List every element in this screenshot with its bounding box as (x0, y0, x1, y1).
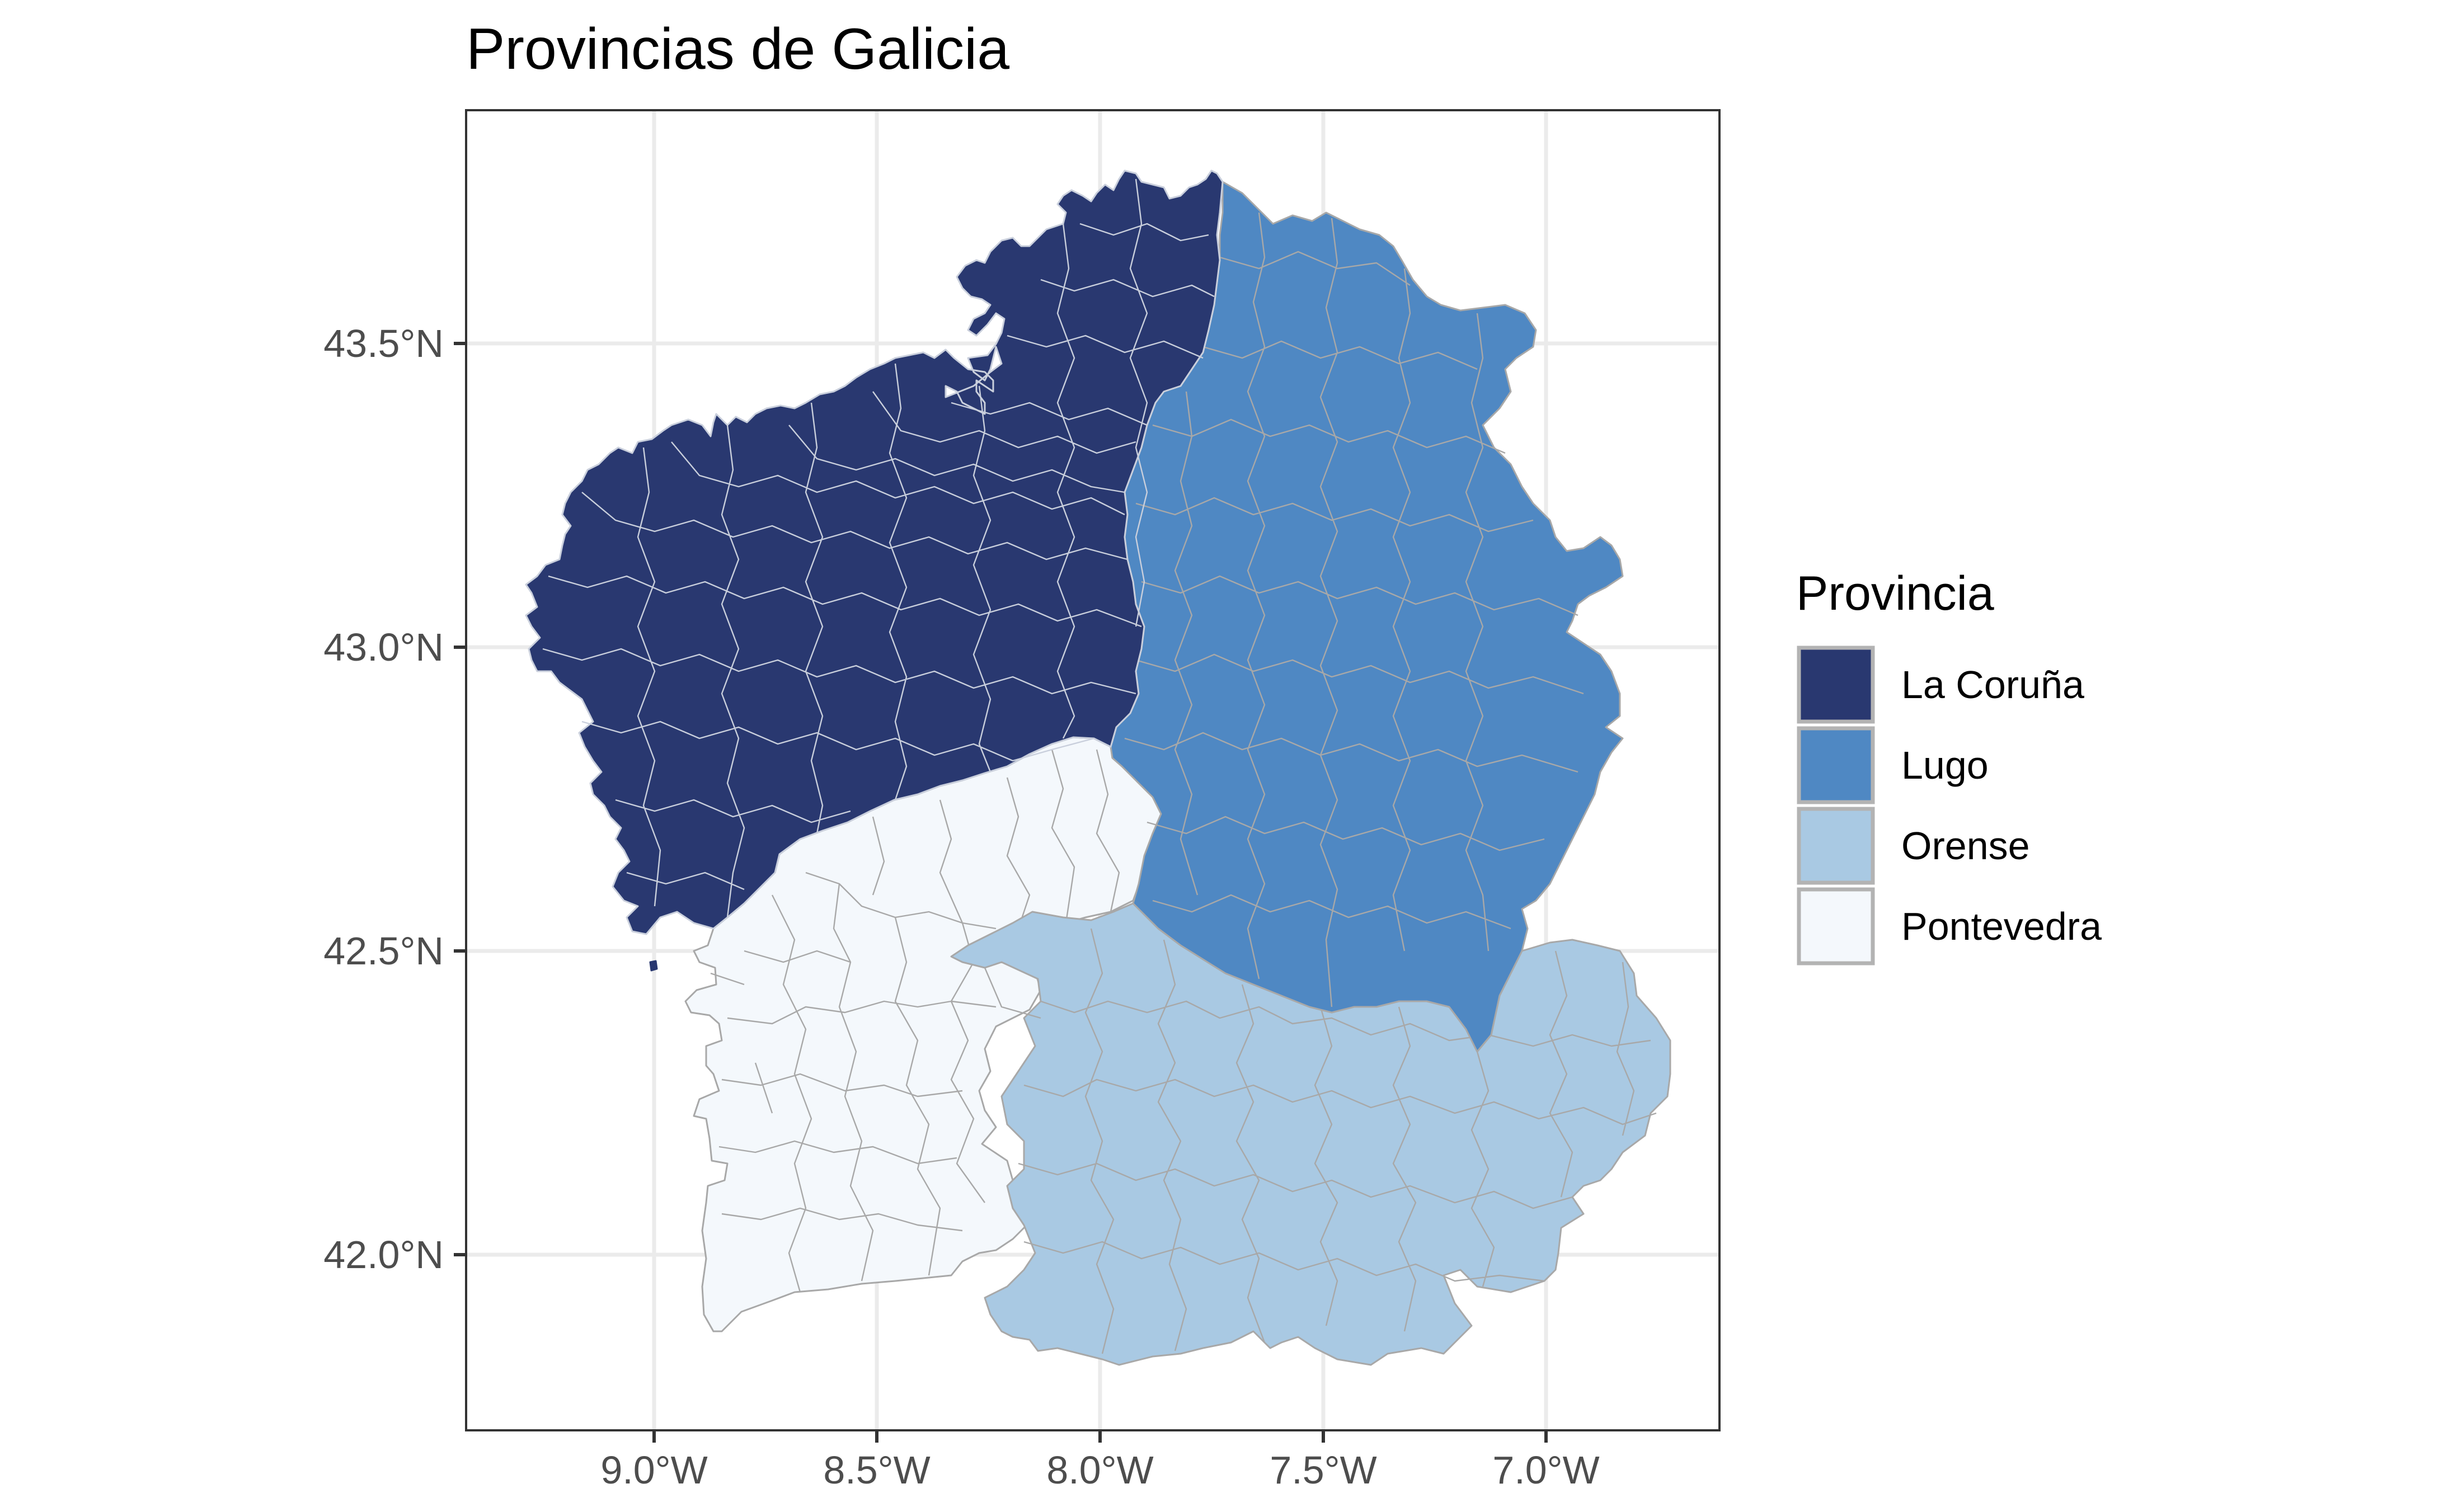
pontevedra-municipal-boundaries (710, 749, 1120, 1293)
lugo-municipal-boundaries (1124, 212, 1584, 1007)
x-tick-label: 7.5°W (1270, 1448, 1376, 1492)
province-la-coruna (525, 169, 1224, 935)
map-title: Provincias de Galicia (466, 17, 1009, 82)
legend-label-lugo: Lugo (1901, 743, 1989, 787)
orense-municipal-boundaries (984, 928, 1657, 1354)
x-tick-label: 8.5°W (823, 1448, 930, 1492)
x-axis: 9.0°W 8.5°W 8.0°W 7.5°W 7.0°W (600, 1430, 1600, 1492)
islet (649, 960, 658, 972)
y-tick-label: 43.0°N (323, 625, 444, 669)
legend: Provincia La Coruña Lugo Orense Ponteved… (1796, 567, 2102, 965)
x-tick-label: 9.0°W (600, 1448, 707, 1492)
y-axis: 43.5°N 43.0°N 42.5°N 42.0°N (323, 322, 466, 1277)
y-tick-label: 42.0°N (323, 1233, 444, 1277)
map-panel (465, 109, 1721, 1431)
y-tick-label: 43.5°N (323, 322, 444, 365)
legend-swatch-la-coruna (1797, 646, 1875, 724)
legend-swatch-lugo (1797, 726, 1875, 804)
legend-label-la-coruna: La Coruña (1901, 663, 2084, 706)
legend-label-orense: Orense (1901, 824, 2030, 868)
x-tick-label: 8.0°W (1046, 1448, 1153, 1492)
la-coruna-shape (525, 169, 1224, 935)
legend-swatch-orense (1797, 807, 1875, 885)
panel-border (465, 109, 1721, 1431)
x-tick-label: 7.0°W (1492, 1448, 1599, 1492)
legend-swatch-pontevedra (1797, 887, 1875, 965)
y-tick-label: 42.5°N (323, 929, 444, 973)
legend-label-pontevedra: Pontevedra (1901, 905, 2102, 948)
la-coruna-municipal-boundaries (542, 178, 1215, 918)
province-shapes (525, 169, 1671, 1366)
legend-title: Provincia (1796, 567, 1994, 620)
